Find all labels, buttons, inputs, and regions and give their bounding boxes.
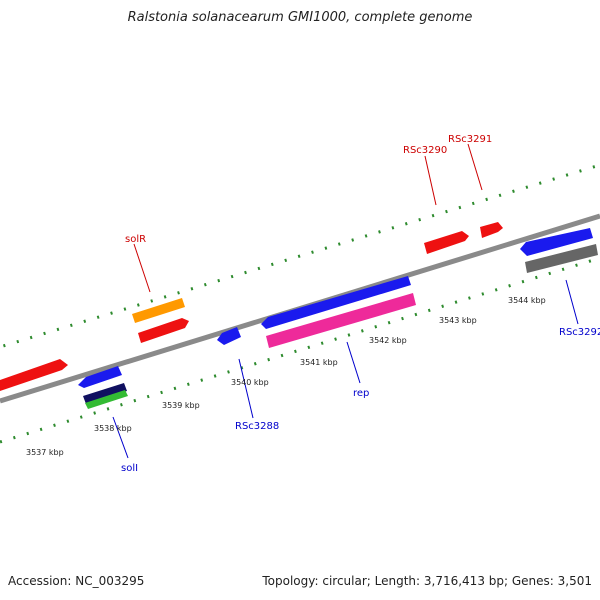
gene-label-rsc3291: RSc3291 — [448, 134, 492, 145]
gene-bar-gray-rsc3292 — [525, 244, 598, 273]
upper-tick-ruler — [0, 163, 600, 349]
lower-tick-ruler — [0, 256, 600, 444]
leader-line-rsc3291 — [467, 143, 483, 191]
gene-label-rsc3290: RSc3290 — [403, 145, 447, 156]
leader-line-rsc3292 — [565, 279, 579, 325]
kbp-label: 3540 kbp — [231, 378, 269, 387]
gene-arrow-red-rsc3290 — [424, 231, 469, 254]
kbp-label: 3542 kbp — [369, 336, 407, 345]
gene-label-rsc3288: RSc3288 — [235, 421, 279, 432]
kbp-label: 3537 kbp — [26, 448, 64, 457]
kbp-label: 3543 kbp — [439, 316, 477, 325]
kbp-label: 3541 kbp — [300, 358, 338, 367]
gene-arrow-blue-soll — [78, 366, 122, 388]
gene-bar-pink-rep — [266, 293, 416, 348]
gene-arrow-blue-rsc3288 — [217, 327, 241, 345]
gene-arrow-red-rsc3291 — [480, 222, 503, 238]
kbp-label: 3544 kbp — [508, 296, 546, 305]
map-title: Ralstonia solanacearum GMI1000, complete… — [127, 10, 473, 25]
leader-line-rsc3290 — [424, 155, 437, 206]
gene-arrow-red-left — [0, 359, 68, 391]
leader-line-rsc3288 — [238, 358, 254, 419]
genome-summary-text: Topology: circular; Length: 3,716,413 bp… — [262, 574, 592, 588]
gene-label-rsc3292: RSc3292 — [559, 327, 600, 338]
leader-line-rep — [346, 341, 361, 384]
kbp-label: 3539 kbp — [162, 401, 200, 410]
gene-arrow-blue-rsc3292 — [520, 228, 593, 256]
gene-bar-navy-soll — [83, 383, 127, 404]
kbp-label: 3538 kbp — [94, 424, 132, 433]
gene-bar-orange-solR — [132, 298, 185, 323]
gene-label-rep: rep — [353, 388, 369, 399]
gene-label-solR: solR — [125, 234, 146, 245]
leader-line-solR — [133, 243, 151, 293]
leader-line-soll — [112, 416, 129, 459]
accession-text: Accession: NC_003295 — [8, 574, 145, 588]
gene-bar-green-soll — [85, 390, 128, 409]
gene-label-soll: solI — [121, 463, 138, 474]
gene-arrow-red-solR-below — [138, 318, 189, 343]
gene-arrow-blue-rep — [261, 276, 411, 329]
